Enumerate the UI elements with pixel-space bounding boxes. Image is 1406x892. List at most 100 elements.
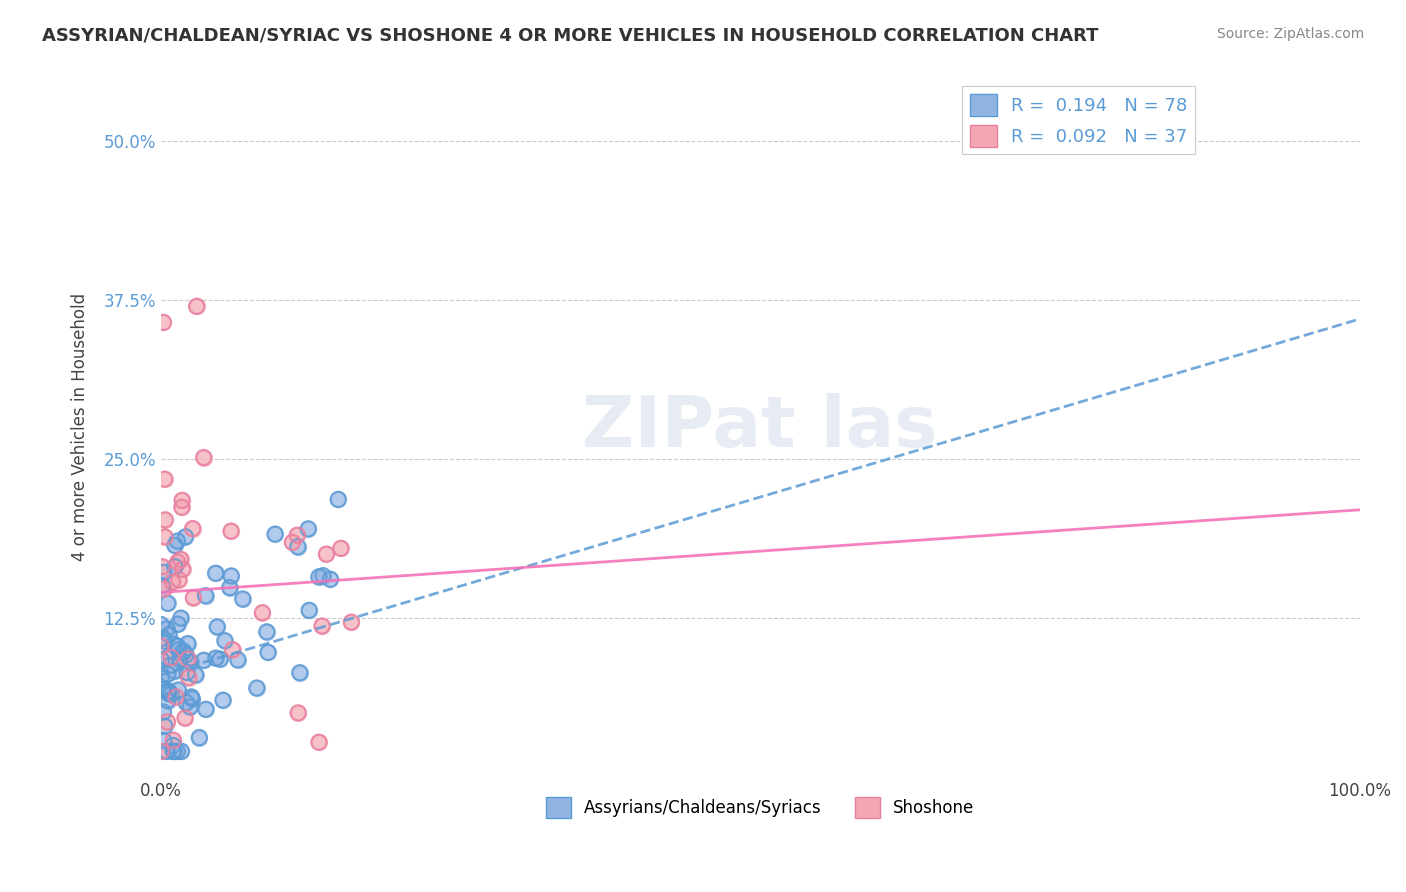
- Point: [167, 617, 190, 632]
- Point: [207, 620, 229, 634]
- Point: [162, 733, 184, 747]
- Point: [162, 744, 184, 758]
- Point: [184, 668, 207, 682]
- Point: [150, 578, 173, 592]
- Point: [160, 658, 183, 673]
- Point: [218, 581, 240, 595]
- Point: [162, 733, 184, 747]
- Point: [246, 681, 269, 695]
- Point: [174, 530, 197, 544]
- Point: [174, 711, 197, 725]
- Point: [308, 735, 330, 749]
- Point: [166, 555, 188, 569]
- Point: [166, 744, 188, 758]
- Point: [184, 668, 207, 682]
- Point: [315, 547, 337, 561]
- Point: [180, 655, 202, 669]
- Point: [157, 684, 180, 698]
- Point: [174, 648, 197, 662]
- Point: [181, 522, 204, 536]
- Point: [150, 617, 173, 632]
- Point: [219, 569, 242, 583]
- Point: [160, 687, 183, 701]
- Point: [160, 687, 183, 701]
- Point: [153, 681, 176, 696]
- Point: [298, 603, 321, 617]
- Point: [153, 472, 176, 486]
- Point: [163, 559, 186, 574]
- Point: [194, 702, 217, 716]
- Point: [174, 711, 197, 725]
- Point: [186, 299, 208, 313]
- Point: [219, 524, 242, 538]
- Point: [297, 522, 319, 536]
- Point: [160, 650, 183, 665]
- Point: [150, 671, 173, 685]
- Point: [287, 706, 309, 720]
- Point: [172, 562, 194, 576]
- Point: [162, 744, 184, 758]
- Point: [212, 693, 235, 707]
- Point: [252, 606, 274, 620]
- Point: [329, 541, 352, 556]
- Point: [281, 535, 304, 549]
- Point: [219, 524, 242, 538]
- Point: [167, 643, 190, 657]
- Point: [166, 534, 188, 549]
- Point: [153, 719, 176, 733]
- Point: [153, 530, 176, 544]
- Point: [180, 655, 202, 669]
- Point: [285, 528, 308, 542]
- Point: [160, 650, 183, 665]
- Point: [179, 700, 201, 714]
- Point: [163, 559, 186, 574]
- Point: [246, 681, 269, 695]
- Point: [226, 653, 249, 667]
- Point: [183, 591, 205, 605]
- Point: [193, 653, 215, 667]
- Point: [156, 714, 179, 729]
- Point: [188, 731, 211, 745]
- Point: [162, 574, 184, 589]
- Point: [150, 639, 173, 653]
- Point: [166, 640, 188, 654]
- Point: [214, 633, 236, 648]
- Point: [150, 682, 173, 697]
- Point: [214, 633, 236, 648]
- Point: [153, 566, 176, 580]
- Point: [257, 645, 280, 659]
- Point: [150, 578, 173, 592]
- Point: [288, 665, 311, 680]
- Point: [153, 719, 176, 733]
- Point: [285, 528, 308, 542]
- Text: ZIPat las: ZIPat las: [582, 392, 938, 462]
- Point: [152, 559, 174, 574]
- Point: [170, 744, 193, 758]
- Point: [152, 582, 174, 596]
- Point: [287, 706, 309, 720]
- Point: [172, 644, 194, 658]
- Point: [179, 700, 201, 714]
- Point: [176, 696, 198, 710]
- Point: [177, 671, 200, 685]
- Y-axis label: 4 or more Vehicles in Household: 4 or more Vehicles in Household: [72, 293, 89, 561]
- Point: [312, 568, 335, 582]
- Point: [166, 640, 188, 654]
- Point: [340, 615, 363, 630]
- Point: [194, 589, 217, 603]
- Point: [256, 624, 278, 639]
- Point: [288, 665, 311, 680]
- Point: [177, 671, 200, 685]
- Point: [153, 513, 176, 527]
- Point: [329, 541, 352, 556]
- Point: [174, 530, 197, 544]
- Point: [298, 603, 321, 617]
- Point: [176, 696, 198, 710]
- Point: [170, 611, 193, 625]
- Point: [172, 644, 194, 658]
- Point: [186, 299, 208, 313]
- Point: [319, 572, 342, 586]
- Point: [163, 664, 186, 678]
- Point: [163, 637, 186, 651]
- Point: [166, 744, 188, 758]
